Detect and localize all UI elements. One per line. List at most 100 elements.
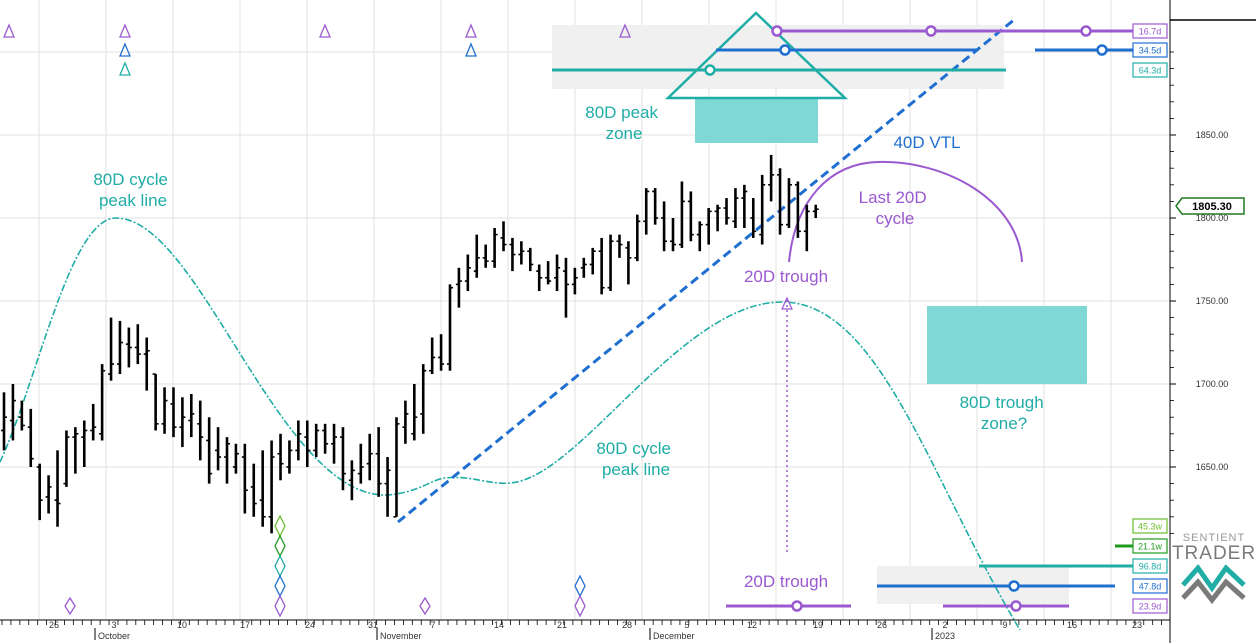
price-bar <box>54 450 61 527</box>
sentient-trader-logo: SENTIENT TRADER <box>1172 532 1256 605</box>
trough-marker-icon <box>274 554 286 578</box>
price-bar <box>759 174 766 245</box>
date-axis-day-label: 9 <box>1002 620 1007 630</box>
price-bar <box>785 178 792 228</box>
price-bar <box>625 241 632 285</box>
price-bar <box>616 234 623 258</box>
cycle-period-box <box>1132 578 1168 594</box>
annotation-40d-vtl: 40D VTL <box>893 133 960 152</box>
price-axis-tick-label: 1850.00 <box>1196 130 1229 140</box>
price-bar <box>571 267 578 295</box>
cycle-period-label: 47.8d <box>1132 578 1168 594</box>
annotation-line: 80D peak <box>585 103 658 122</box>
price-bar <box>339 427 346 491</box>
price-bar <box>366 433 373 481</box>
peak-marker-icon <box>119 23 131 38</box>
annotation-line: zone? <box>981 414 1027 433</box>
price-bar <box>402 400 409 444</box>
price-bar <box>723 198 730 225</box>
price-bar <box>420 364 427 434</box>
20d-trough-arrow <box>781 296 793 310</box>
price-bar <box>125 327 132 368</box>
cycle-period-box <box>1132 538 1168 554</box>
price-bar <box>661 201 668 252</box>
annotation-20d-trough-top: 20D trough <box>744 267 828 286</box>
logo-mark-shadow-icon <box>1181 578 1246 605</box>
annotation-line: peak line <box>99 191 167 210</box>
price-bar <box>206 417 213 484</box>
price-bar <box>803 204 810 252</box>
date-axis-day-label: 28 <box>622 620 632 630</box>
annotation-last-20d-cycle: Last 20D cycle <box>859 188 932 228</box>
annotation-line: 80D trough <box>960 393 1044 412</box>
cycle-period-text: 45.3w <box>1138 522 1163 532</box>
price-bar <box>438 334 445 371</box>
cycle-period-label: 21.1w <box>1132 538 1168 554</box>
40d-vtl-line <box>397 17 1016 524</box>
trough-marker-icon <box>574 574 586 598</box>
annotation-line: Last 20D <box>859 188 927 207</box>
date-axis-day-label: 7 <box>430 620 435 630</box>
price-bar <box>500 221 507 252</box>
price-bar <box>36 463 43 521</box>
price-bar <box>518 241 525 265</box>
date-axis-month-label: November <box>380 631 422 641</box>
date-axis-day-label: 14 <box>494 620 504 630</box>
price-bar <box>812 204 819 218</box>
cycle-period-label: 23.9d <box>1132 598 1168 614</box>
80d-peak-zone-box <box>695 98 818 143</box>
date-axis-day-label: 12 <box>747 620 757 630</box>
phase-node <box>779 44 791 56</box>
annotation-line: 80D cycle <box>93 170 168 189</box>
logo-bottom-text: TRADER <box>1172 543 1256 564</box>
price-bar <box>482 244 489 268</box>
price-bar <box>224 437 230 484</box>
price-bar <box>313 423 320 458</box>
price-bar <box>589 247 596 275</box>
phase-node <box>771 25 783 37</box>
cycle-period-label: 96.8d <box>1132 558 1168 574</box>
cycle-period-box <box>1132 558 1168 574</box>
price-bar <box>188 393 195 438</box>
date-axis-day-label: 5 <box>684 620 689 630</box>
date-axis-day-label: 16 <box>1067 620 1077 630</box>
phase-node <box>1096 44 1108 56</box>
phase-node <box>1008 580 1020 592</box>
price-bar <box>331 423 338 464</box>
annotation-80d-cycle-peak-line-top: 80D cycle peak line <box>93 170 172 210</box>
date-axis-day-label: 31 <box>368 620 378 630</box>
price-axis-bg <box>1170 0 1256 643</box>
price-bar <box>384 457 391 517</box>
trough-marker-icon <box>274 574 286 598</box>
annotation-line: 80D cycle <box>596 439 671 458</box>
price-bar <box>670 218 676 252</box>
cycle-period-label: 16.7d <box>1132 23 1168 39</box>
date-axis-day-label: 21 <box>557 620 567 630</box>
cycle-period-box <box>1132 62 1168 78</box>
cycle-period-text: 16.7d <box>1139 27 1162 37</box>
price-bar <box>90 403 97 441</box>
price-bars <box>1 154 819 534</box>
price-bar <box>357 443 364 484</box>
annotation-80d-trough-zone: 80D trough zone? <box>960 393 1049 433</box>
price-bar <box>170 387 177 438</box>
date-axis: 26 3 10 17 24 31 7 14 21 28 5 12 19 26 2 9 16 23 October No… <box>0 619 1170 641</box>
peak-marker-icon <box>465 23 477 38</box>
trough-marker-icon <box>574 594 586 618</box>
80d-peak-triangle <box>664 11 849 100</box>
price-bar <box>429 337 436 375</box>
price-bar <box>268 440 275 534</box>
price-bar <box>304 420 311 467</box>
price-bar <box>27 408 34 467</box>
price-bar <box>215 427 222 471</box>
price-bar <box>197 400 204 461</box>
date-axis-month-label: October <box>98 631 130 641</box>
price-bar <box>99 364 106 441</box>
cycle-period-text: 23.9d <box>1139 602 1162 612</box>
price-bar <box>455 267 462 308</box>
annotations: 80D cycle peak line 80D peak zone 40D VT… <box>93 103 1049 591</box>
price-bar <box>562 257 569 318</box>
price-bar <box>554 254 561 292</box>
price-bar <box>678 181 685 248</box>
date-axis-month-label: December <box>653 631 695 641</box>
